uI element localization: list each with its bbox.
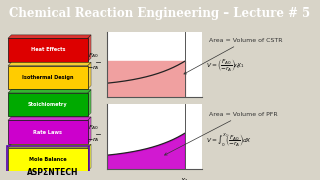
FancyBboxPatch shape [8,148,88,171]
Text: $V=\left(\dfrac{F_{A0}}{-r_A}\right)_{\!\!X_1}\!\! X_1$: $V=\left(\dfrac{F_{A0}}{-r_A}\right)_{\!… [206,57,245,73]
Text: Mole Balance: Mole Balance [29,157,67,162]
FancyBboxPatch shape [8,93,88,116]
Polygon shape [8,144,91,148]
Polygon shape [88,62,91,89]
Polygon shape [88,117,91,144]
Text: $F_{A0}$: $F_{A0}$ [88,123,99,132]
Polygon shape [88,90,91,116]
Text: Isothermal Design: Isothermal Design [22,75,74,80]
FancyBboxPatch shape [8,38,88,62]
Text: $-r_A$: $-r_A$ [87,136,99,145]
Polygon shape [88,144,91,171]
Text: Area = Volume of CSTR: Area = Volume of CSTR [184,38,283,74]
Polygon shape [8,35,91,38]
FancyBboxPatch shape [8,66,88,89]
Polygon shape [8,117,91,120]
Polygon shape [88,35,91,62]
Text: $-r_A$: $-r_A$ [87,64,99,73]
Text: $F_{A0}$: $F_{A0}$ [88,51,99,60]
Text: $V=\int_0^{X_1}\!\!\left(\dfrac{F_{A0}}{-r_A}\right)\!dX$: $V=\int_0^{X_1}\!\!\left(\dfrac{F_{A0}}{… [206,132,252,148]
Text: Heat Effects: Heat Effects [31,48,65,52]
Text: Rate Laws: Rate Laws [33,130,62,134]
Text: Area = Volume of PFR: Area = Volume of PFR [164,112,278,155]
Text: $X_1$: $X_1$ [180,176,189,180]
Polygon shape [8,62,91,66]
Text: Chemical Reaction Engineering – Lecture # 5: Chemical Reaction Engineering – Lecture … [9,7,311,21]
Text: ASPΣNTECH: ASPΣNTECH [27,168,79,177]
Text: $X_1$: $X_1$ [180,104,189,112]
FancyBboxPatch shape [8,120,88,144]
Text: Stoichiometry: Stoichiometry [28,102,68,107]
Polygon shape [8,90,91,93]
